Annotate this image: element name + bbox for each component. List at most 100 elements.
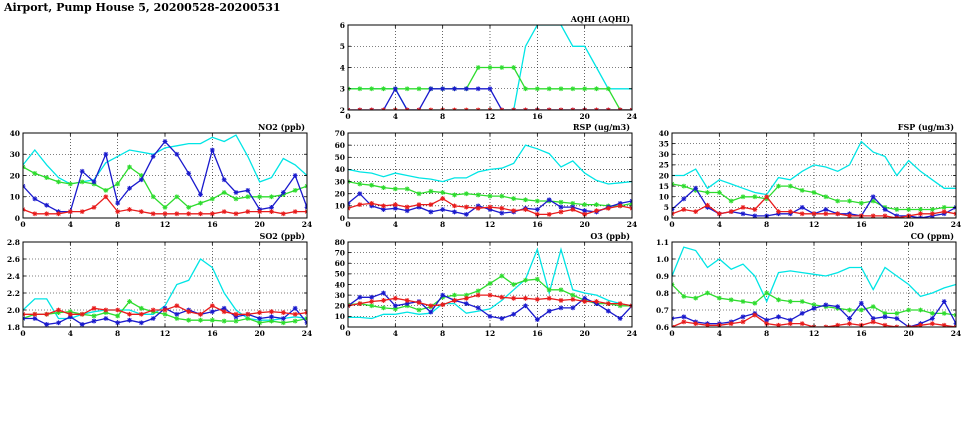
data-point-red bbox=[452, 203, 457, 209]
data-point-green bbox=[475, 192, 481, 198]
data-point-red bbox=[257, 310, 263, 315]
y-tick-label: 2.0 bbox=[7, 306, 20, 315]
data-point-green bbox=[605, 86, 611, 92]
chart-so2: SO2 (ppb) 0 4 8 12 16 20 24 1.8 2.0 2.2 2.4 2.6 2.8 bbox=[7, 231, 312, 338]
x-tick-label: 20 bbox=[903, 329, 913, 338]
data-point-red bbox=[617, 203, 623, 209]
data-point-red bbox=[186, 211, 192, 217]
data-point-green bbox=[523, 86, 528, 92]
data-point-red bbox=[233, 211, 239, 217]
data-point-blue bbox=[209, 309, 215, 315]
data-point-red bbox=[705, 322, 710, 327]
data-point-blue bbox=[570, 204, 576, 210]
x-tick-label: 24 bbox=[302, 329, 312, 338]
data-point-red bbox=[617, 301, 623, 307]
data-point-green bbox=[705, 290, 710, 296]
y-tick-label: 60 bbox=[335, 259, 345, 268]
data-point-green bbox=[67, 309, 73, 315]
data-point-green bbox=[918, 207, 923, 212]
data-point-red bbox=[728, 321, 734, 326]
data-point-blue bbox=[138, 177, 144, 183]
data-point-blue bbox=[617, 316, 623, 321]
y-tick-label: 35 bbox=[659, 139, 669, 148]
data-point-green bbox=[523, 197, 528, 203]
data-point-blue bbox=[56, 320, 61, 326]
data-point-blue bbox=[693, 185, 699, 191]
x-tick-label: 24 bbox=[951, 329, 961, 338]
data-point-green bbox=[858, 307, 864, 313]
data-point-red bbox=[511, 295, 517, 301]
data-point-green bbox=[705, 190, 710, 195]
data-point-green bbox=[811, 190, 817, 195]
x-tick-label: 24 bbox=[627, 112, 637, 121]
data-point-blue bbox=[740, 314, 746, 320]
data-point-red bbox=[558, 298, 564, 303]
data-point-blue bbox=[115, 320, 121, 326]
series-group bbox=[23, 258, 307, 327]
data-point-red bbox=[681, 207, 687, 212]
data-point-red bbox=[605, 301, 611, 307]
data-point-blue bbox=[452, 86, 457, 92]
data-point-blue bbox=[257, 316, 263, 321]
y-tick-label: 2 bbox=[340, 106, 345, 115]
x-tick-label: 0 bbox=[20, 220, 25, 229]
x-tick-label: 24 bbox=[627, 329, 637, 338]
y-tick-label: 40 bbox=[335, 165, 345, 174]
y-tick-label: 1.0 bbox=[656, 255, 669, 264]
data-point-green bbox=[56, 310, 61, 315]
data-point-red bbox=[570, 296, 576, 302]
data-point-green bbox=[186, 204, 192, 210]
data-point-red bbox=[941, 209, 947, 215]
data-point-green bbox=[452, 292, 457, 298]
data-point-red bbox=[257, 209, 263, 215]
data-point-red bbox=[463, 204, 469, 210]
x-tick-label: 8 bbox=[440, 329, 445, 338]
chart-title: FSP (ug/m3) bbox=[898, 122, 954, 132]
x-tick-label: 16 bbox=[207, 220, 217, 229]
data-point-blue bbox=[582, 295, 588, 301]
data-point-red bbox=[127, 311, 132, 317]
series-group bbox=[348, 25, 632, 110]
data-point-red bbox=[523, 207, 528, 212]
data-point-green bbox=[115, 181, 121, 187]
data-point-green bbox=[582, 202, 588, 208]
data-point-blue bbox=[582, 208, 588, 214]
data-point-red bbox=[428, 303, 434, 309]
data-point-blue bbox=[150, 316, 156, 321]
data-point-red bbox=[428, 202, 434, 208]
data-point-blue bbox=[546, 308, 552, 314]
data-point-green bbox=[463, 292, 469, 298]
data-point-green bbox=[103, 187, 109, 193]
x-tick-label: 12 bbox=[809, 329, 819, 338]
y-tick-label: 2.8 bbox=[7, 238, 20, 247]
y-tick-label: 10 bbox=[335, 312, 345, 321]
y-tick-label: 20 bbox=[335, 190, 345, 199]
data-point-blue bbox=[79, 322, 85, 327]
data-point-blue bbox=[894, 316, 900, 321]
data-point-green bbox=[787, 299, 793, 304]
x-tick-label: 16 bbox=[532, 220, 542, 229]
x-tick-label: 20 bbox=[903, 220, 913, 229]
x-tick-label: 0 bbox=[345, 329, 350, 338]
data-point-green bbox=[847, 307, 852, 313]
x-tick-label: 0 bbox=[345, 112, 350, 121]
data-point-red bbox=[475, 205, 481, 211]
data-point-blue bbox=[929, 316, 935, 321]
x-tick-label: 4 bbox=[68, 220, 73, 229]
x-tick-label: 8 bbox=[764, 329, 769, 338]
chart-title: O3 (ppb) bbox=[590, 231, 630, 241]
data-point-blue bbox=[103, 316, 109, 321]
series-line-cyan bbox=[672, 246, 956, 304]
data-point-blue bbox=[475, 203, 481, 209]
data-point-green bbox=[546, 86, 552, 92]
data-point-green bbox=[198, 200, 203, 206]
data-point-red bbox=[918, 211, 923, 217]
data-point-red bbox=[233, 311, 239, 317]
data-point-green bbox=[463, 191, 469, 197]
series-line-blue bbox=[23, 140, 307, 213]
data-point-blue bbox=[941, 299, 947, 304]
data-point-green bbox=[127, 299, 132, 304]
data-point-red bbox=[740, 319, 746, 325]
